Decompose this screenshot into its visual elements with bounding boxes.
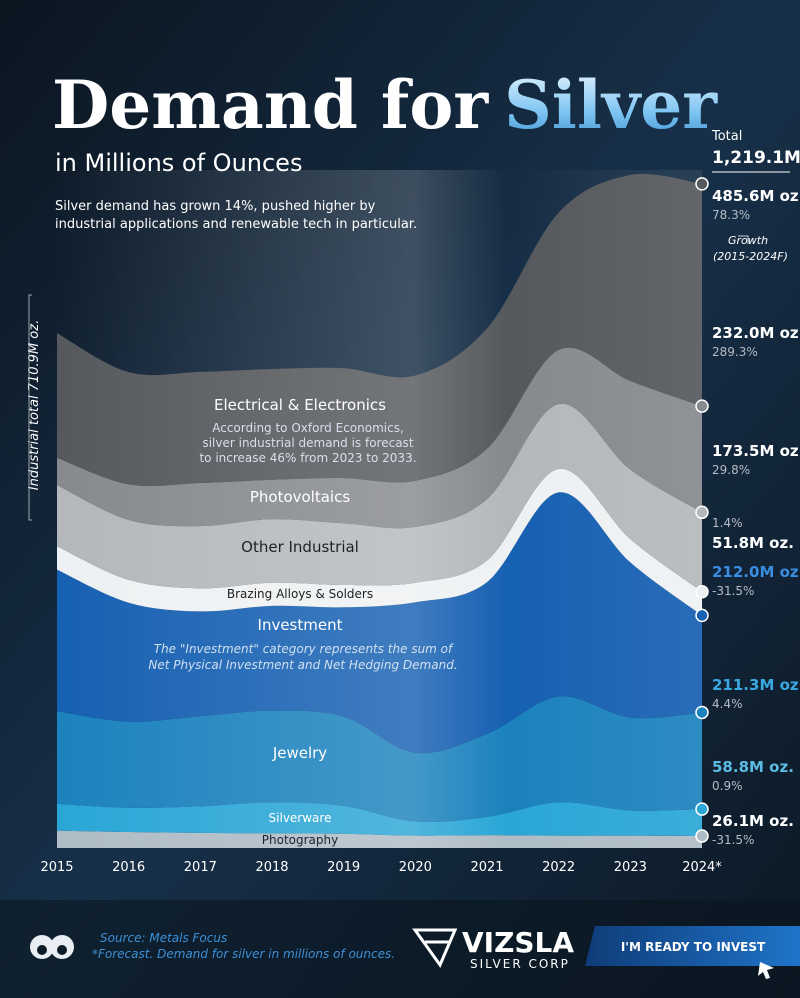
end-marker <box>695 802 709 816</box>
x-tick-label: 2015 <box>40 860 73 875</box>
total-label: Total <box>711 129 742 144</box>
brand-mark <box>412 928 458 969</box>
x-tick-label: 2019 <box>327 860 360 875</box>
value-label: 58.8M oz. <box>712 758 794 776</box>
x-tick-label: 2022 <box>542 860 575 875</box>
end-marker <box>695 505 709 520</box>
end-marker <box>695 399 709 413</box>
end-marker <box>695 177 709 191</box>
source: Source: Metals Focus <box>100 931 227 945</box>
x-tick-label: 2024* <box>682 860 722 875</box>
total-value: 1,219.1M oz. <box>712 148 800 168</box>
growth-value: 78.3% <box>712 208 750 222</box>
growth-value: 1.4% <box>712 516 743 530</box>
x-tick-label: 2017 <box>184 860 217 875</box>
annotation: According to Oxford Economics, <box>212 421 404 435</box>
brand-sub: SILVER CORP <box>470 957 570 971</box>
series-label: Photovoltaics <box>250 488 350 506</box>
chart-title: Demand for Silver <box>52 66 718 144</box>
description-line: industrial applications and renewable te… <box>55 217 417 232</box>
x-tick-label: 2016 <box>112 860 145 875</box>
growth-bracket <box>738 235 749 244</box>
end-marker <box>695 584 709 599</box>
growth-label: Growth <box>728 234 768 247</box>
industrial-total: Industrial total 710.9M oz. <box>27 320 42 490</box>
value-label: 51.8M oz. <box>712 534 794 552</box>
growth-value: 29.8% <box>712 463 750 477</box>
title-text: Demand for <box>52 66 489 144</box>
cursor-icon <box>758 962 774 979</box>
cta-label[interactable]: I'M READY TO INVEST <box>621 940 766 954</box>
value-label: 212.0M oz. <box>712 563 800 581</box>
series-label: Investment <box>258 616 343 634</box>
cta-button[interactable]: I'M READY TO INVEST <box>585 926 800 979</box>
cta-background[interactable] <box>585 926 800 966</box>
title-highlight: Silver <box>504 66 718 144</box>
footer-icon <box>30 935 74 959</box>
series-label: Jewelry <box>272 744 327 762</box>
growth-value: 0.9% <box>712 779 743 793</box>
subtitle: in Millions of Ounces <box>55 149 302 177</box>
growth-label: (2015-2024F) <box>713 250 788 263</box>
end-marker <box>695 829 709 843</box>
x-tick-label: 2023 <box>614 860 647 875</box>
growth-value: 4.4% <box>712 697 743 711</box>
end-marker <box>695 608 709 623</box>
growth-value: 289.3% <box>712 345 758 359</box>
annotation: Net Physical Investment and Net Hedging … <box>148 658 457 672</box>
industrial-bracket <box>28 294 32 521</box>
value-label: 211.3M oz. <box>712 676 800 694</box>
annotation: to increase 46% from 2023 to 2033. <box>199 451 416 465</box>
footnote: *Forecast. Demand for silver in millions… <box>92 947 395 961</box>
brand: VIZSLA <box>462 926 574 959</box>
x-tick-label: 2018 <box>255 860 288 875</box>
series-label: Photography <box>262 833 338 847</box>
series-label: Brazing Alloys & Solders <box>227 587 373 601</box>
annotation: The "Investment" category represents the… <box>154 642 454 656</box>
annotation: silver industrial demand is forecast <box>202 436 413 450</box>
growth-value: -31.5% <box>712 833 754 847</box>
value-label: 26.1M oz. <box>712 812 794 830</box>
value-label: 173.5M oz. <box>712 442 800 460</box>
description-line: Silver demand has grown 14%, pushed high… <box>55 199 376 214</box>
value-label: 232.0M oz. <box>712 324 800 342</box>
value-label: 485.6M oz. <box>712 187 800 205</box>
series-label: Silverware <box>269 811 332 825</box>
x-tick-label: 2020 <box>399 860 432 875</box>
series-label: Other Industrial <box>241 538 359 556</box>
x-tick-label: 2021 <box>470 860 503 875</box>
series-label: Electrical & Electronics <box>214 396 386 414</box>
end-marker <box>695 705 709 720</box>
growth-value: -31.5% <box>712 584 754 598</box>
